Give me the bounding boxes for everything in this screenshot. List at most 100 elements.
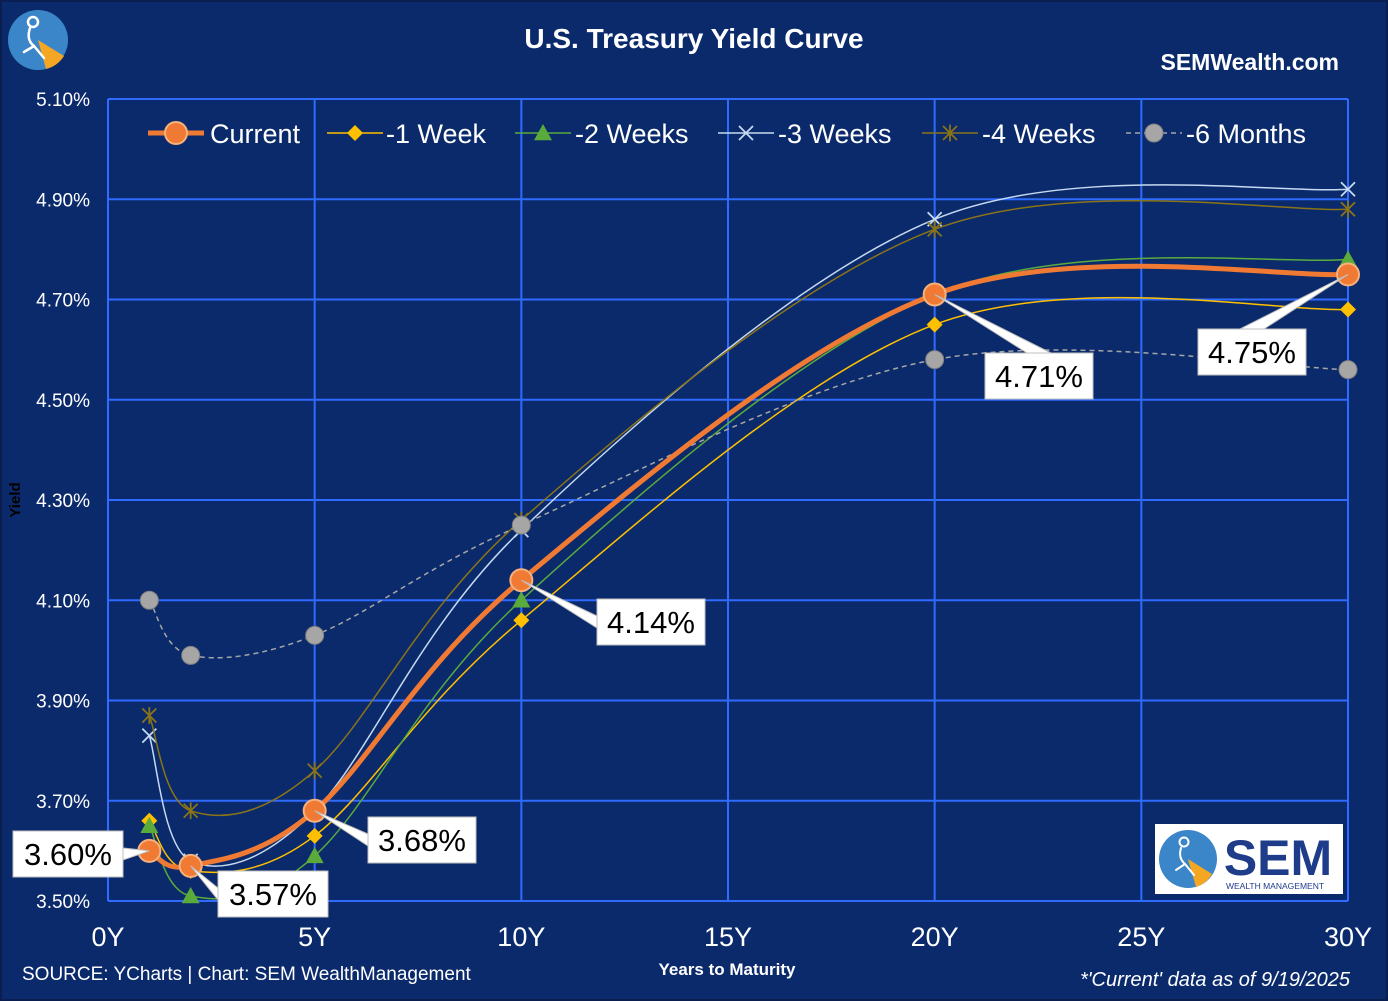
legend-marker-current xyxy=(164,121,188,145)
data-point-week2 xyxy=(181,886,200,904)
series-month6 xyxy=(139,349,1358,665)
data-point-week2 xyxy=(140,816,159,834)
legend: Current -1 Week -2 Weeks -3 Weeks -4 Weeks -6… xyxy=(148,119,1306,149)
legend-label: -3 Weeks xyxy=(778,119,892,149)
callout: 4.71% xyxy=(934,294,1094,400)
legend-item-week2: -2 Weeks xyxy=(515,119,689,149)
logo-name: SEM xyxy=(1224,830,1332,886)
callout-box xyxy=(596,598,706,646)
data-point-week4 xyxy=(183,802,199,820)
legend-label: Current xyxy=(210,119,301,149)
data-point-month6 xyxy=(181,645,201,665)
callout-box xyxy=(1197,328,1307,376)
y-tick-label: 3.50% xyxy=(36,892,90,913)
legend-label: -4 Weeks xyxy=(982,119,1096,149)
data-label-callouts: 3.60% 3.57% 3.68% 4.14% 4.71% 4.75% xyxy=(12,273,1349,918)
x-tick-label: 20Y xyxy=(911,922,959,952)
data-point-week1 xyxy=(306,827,323,844)
series-line-week3 xyxy=(148,184,1349,867)
data-point-week2 xyxy=(512,591,531,608)
callout-box xyxy=(984,352,1094,400)
data-point-week3 xyxy=(1340,181,1356,197)
callout: 3.57% xyxy=(190,865,329,918)
series-line-current xyxy=(148,263,1349,870)
legend-marker-week4 xyxy=(942,124,958,142)
legend-marker-week2 xyxy=(534,124,552,141)
legend-item-week3: -3 Weeks xyxy=(718,119,892,149)
x-axis-ticks: 0Y 5Y 10Y 15Y 20Y 25Y 30Y xyxy=(91,922,1372,952)
data-point-week1 xyxy=(513,612,530,629)
callout-label: 4.14% xyxy=(607,605,695,640)
data-point-month6 xyxy=(925,350,945,370)
legend-marker-week1 xyxy=(347,125,363,141)
callout: 3.68% xyxy=(314,810,477,864)
y-tick-label: 3.90% xyxy=(36,692,90,713)
series-line-week1 xyxy=(148,296,1349,874)
source-note: SOURCE: YCharts | Chart: SEM WealthManag… xyxy=(22,964,472,985)
logo-subtitle: WEALTH MANAGEMENT xyxy=(1226,881,1324,891)
legend-label: -2 Weeks xyxy=(575,119,689,149)
data-point-week4 xyxy=(1340,200,1356,218)
series-week2 xyxy=(140,250,1357,904)
callout-pointer xyxy=(314,810,369,847)
y-axis-ticks: 3.50% 3.70% 3.90% 4.10% 4.30% 4.50% 4.70% 4.90%… xyxy=(36,90,90,913)
y-tick-label: 4.90% xyxy=(36,190,90,211)
callout-box xyxy=(367,816,477,864)
callout-label: 4.71% xyxy=(995,359,1083,394)
callout-box xyxy=(12,830,124,878)
callout-label: 3.60% xyxy=(24,837,112,872)
data-point-week2 xyxy=(1339,250,1357,267)
x-tick-label: 10Y xyxy=(497,922,545,952)
legend-label: -6 Months xyxy=(1186,119,1306,149)
x-tick-label: 5Y xyxy=(298,922,331,952)
grid xyxy=(107,98,1349,902)
x-tick-label: 15Y xyxy=(704,922,752,952)
callout: 3.60% xyxy=(12,830,150,878)
chart-title: U.S. Treasury Yield Curve xyxy=(524,23,863,54)
series-week3 xyxy=(141,181,1356,869)
legend-item-current: Current xyxy=(148,119,301,149)
legend-item-month6: -6 Months xyxy=(1126,119,1306,149)
legend-marker-week3 xyxy=(738,125,754,141)
callout-label: 3.68% xyxy=(378,823,466,858)
data-point-week2 xyxy=(305,846,324,864)
series-lines xyxy=(137,181,1360,904)
sem-wealth-logo: SEM WEALTH MANAGEMENT xyxy=(1155,824,1343,894)
callout: 4.75% xyxy=(1197,273,1349,376)
y-tick-label: 3.70% xyxy=(36,792,90,813)
x-tick-label: 30Y xyxy=(1324,922,1372,952)
y-tick-label: 4.70% xyxy=(36,291,90,312)
callout-label: 4.75% xyxy=(1208,335,1296,370)
y-tick-label: 4.10% xyxy=(36,591,90,612)
callout-pointer xyxy=(934,294,1052,354)
callout-box xyxy=(217,870,329,918)
series-week4 xyxy=(141,199,1356,820)
data-point-week4 xyxy=(307,762,323,780)
x-axis-title: Years to Maturity xyxy=(659,960,797,979)
callout-pointer xyxy=(1239,273,1349,330)
data-date-note: *'Current' data as of 9/19/2025 xyxy=(1080,969,1351,991)
series-line-week4 xyxy=(148,199,1349,816)
data-point-month6 xyxy=(1338,360,1358,380)
data-point-week1 xyxy=(926,316,943,333)
data-point-month6 xyxy=(305,625,325,645)
legend-item-week1: -1 Week xyxy=(327,119,487,149)
callout-pointer xyxy=(521,579,598,629)
data-point-month6 xyxy=(139,590,159,610)
y-tick-label: 4.30% xyxy=(36,491,90,512)
data-point-week4 xyxy=(141,707,157,724)
series-line-month6 xyxy=(148,349,1349,659)
data-point-week1 xyxy=(1340,301,1356,318)
data-point-week4 xyxy=(927,220,943,238)
series-line-week2 xyxy=(148,256,1349,900)
series-week1 xyxy=(141,296,1356,879)
data-point-month6 xyxy=(511,515,531,535)
y-axis-title: Yield xyxy=(7,482,24,517)
callout-label: 3.57% xyxy=(229,877,317,912)
sem-logo-icon xyxy=(8,10,68,70)
callout: 4.14% xyxy=(521,579,706,646)
x-tick-label: 25Y xyxy=(1117,922,1165,952)
